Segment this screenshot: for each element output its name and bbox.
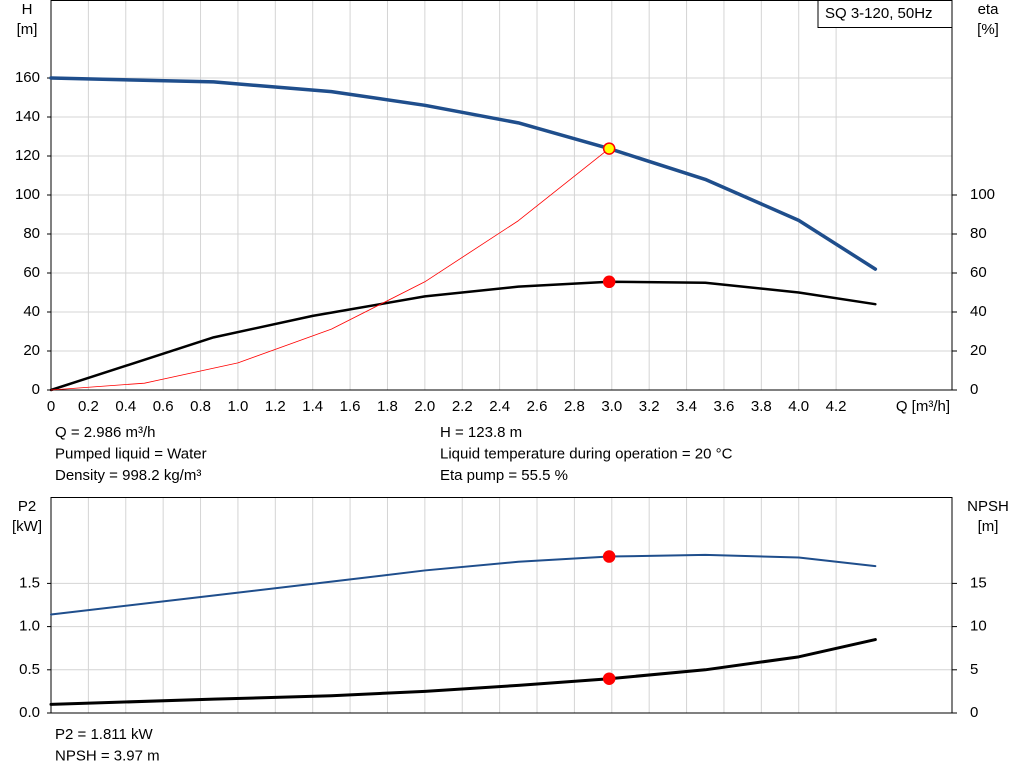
x-tick-label: 0.6: [153, 398, 174, 415]
legend-box: [817, 0, 953, 28]
curve: [49, 280, 877, 392]
y-tick-label: 140: [15, 108, 40, 125]
x-tick-label: 3.4: [676, 398, 697, 415]
info-text: Eta pump = 55.5 %: [440, 467, 568, 484]
info-text: P2 = 1.811 kW: [55, 726, 154, 743]
y2-tick-label: 60: [970, 264, 987, 281]
operating-point: [602, 142, 616, 155]
x-tick-label: 2.0: [414, 398, 435, 415]
y2-tick-label: 20: [970, 342, 987, 359]
y-tick-label: 100: [15, 186, 40, 203]
x-tick-label: 3.2: [639, 398, 660, 415]
curve: [50, 553, 877, 616]
info-text: NPSH = 3.97 m: [55, 747, 160, 764]
y2-tick-label: 0: [970, 704, 978, 721]
operating-point: [602, 672, 616, 685]
info-text: Density = 998.2 kg/m³: [55, 467, 201, 484]
y2-tick-label: 5: [970, 661, 978, 678]
plot-frame: [50, 497, 953, 714]
x-tick-label: 1.4: [302, 398, 323, 415]
y-tick-label: 20: [23, 342, 40, 359]
y-tick-label: 120: [15, 147, 40, 164]
y-tick-label: 1.0: [19, 618, 40, 635]
y2-axis-label: eta: [978, 1, 1000, 18]
x-tick-label: 2.4: [489, 398, 510, 415]
y2-tick-label: 100: [970, 186, 995, 203]
x-tick-label: 1.6: [340, 398, 361, 415]
x-tick-label: 4.0: [788, 398, 809, 415]
y-tick-label: 60: [23, 264, 40, 281]
x-tick-label: 3.8: [751, 398, 772, 415]
y-tick-label: 80: [23, 225, 40, 242]
x-tick-label: 0.8: [190, 398, 211, 415]
y-axis-label: H: [22, 1, 33, 18]
info-text: Pumped liquid = Water: [55, 445, 207, 462]
x-tick-label: 3.6: [714, 398, 735, 415]
x-tick-label: 1.8: [377, 398, 398, 415]
y2-tick-label: 40: [970, 303, 987, 320]
info-text: Q = 2.986 m³/h: [55, 424, 155, 441]
y2-tick-label: 0: [970, 381, 978, 398]
x-tick-label: 2.2: [452, 398, 473, 415]
y2-tick-label: 80: [970, 225, 987, 242]
x-tick-label: 3.0: [601, 398, 622, 415]
operating-point: [602, 550, 616, 563]
curve: [50, 148, 610, 391]
legend-title: SQ 3-120, 50Hz: [825, 5, 933, 22]
x-tick-label: 0.4: [115, 398, 136, 415]
x-tick-label: 2.8: [564, 398, 585, 415]
y2-axis-unit: [m]: [978, 518, 999, 535]
y-axis-unit: [m]: [17, 21, 38, 38]
info-text: Liquid temperature during operation = 20…: [440, 445, 733, 462]
x-tick-label: 1.2: [265, 398, 286, 415]
x-tick-label: 2.6: [527, 398, 548, 415]
operating-point: [602, 275, 616, 289]
y-tick-label: 40: [23, 303, 40, 320]
x-tick-label: 4.2: [826, 398, 847, 415]
y2-axis-unit: [%]: [977, 21, 999, 38]
x-tick-label: 1.0: [227, 398, 248, 415]
curve: [49, 76, 878, 271]
y-tick-label: 0.5: [19, 661, 40, 678]
x-tick-label: 0: [47, 398, 55, 415]
curve: [49, 638, 877, 706]
info-text: H = 123.8 m: [440, 424, 522, 441]
x-tick-label: 0.2: [78, 398, 99, 415]
y-tick-label: 160: [15, 69, 40, 86]
y2-tick-label: 10: [970, 618, 987, 635]
y-axis-label: P2: [18, 498, 36, 515]
y-tick-label: 0.0: [19, 704, 40, 721]
y2-tick-label: 15: [970, 574, 987, 591]
y-axis-unit: [kW]: [12, 518, 42, 535]
y-tick-label: 1.5: [19, 574, 40, 591]
y2-axis-label: NPSH: [967, 498, 1009, 515]
y-tick-label: 0: [32, 381, 40, 398]
x-axis-label: Q [m³/h]: [896, 398, 950, 415]
